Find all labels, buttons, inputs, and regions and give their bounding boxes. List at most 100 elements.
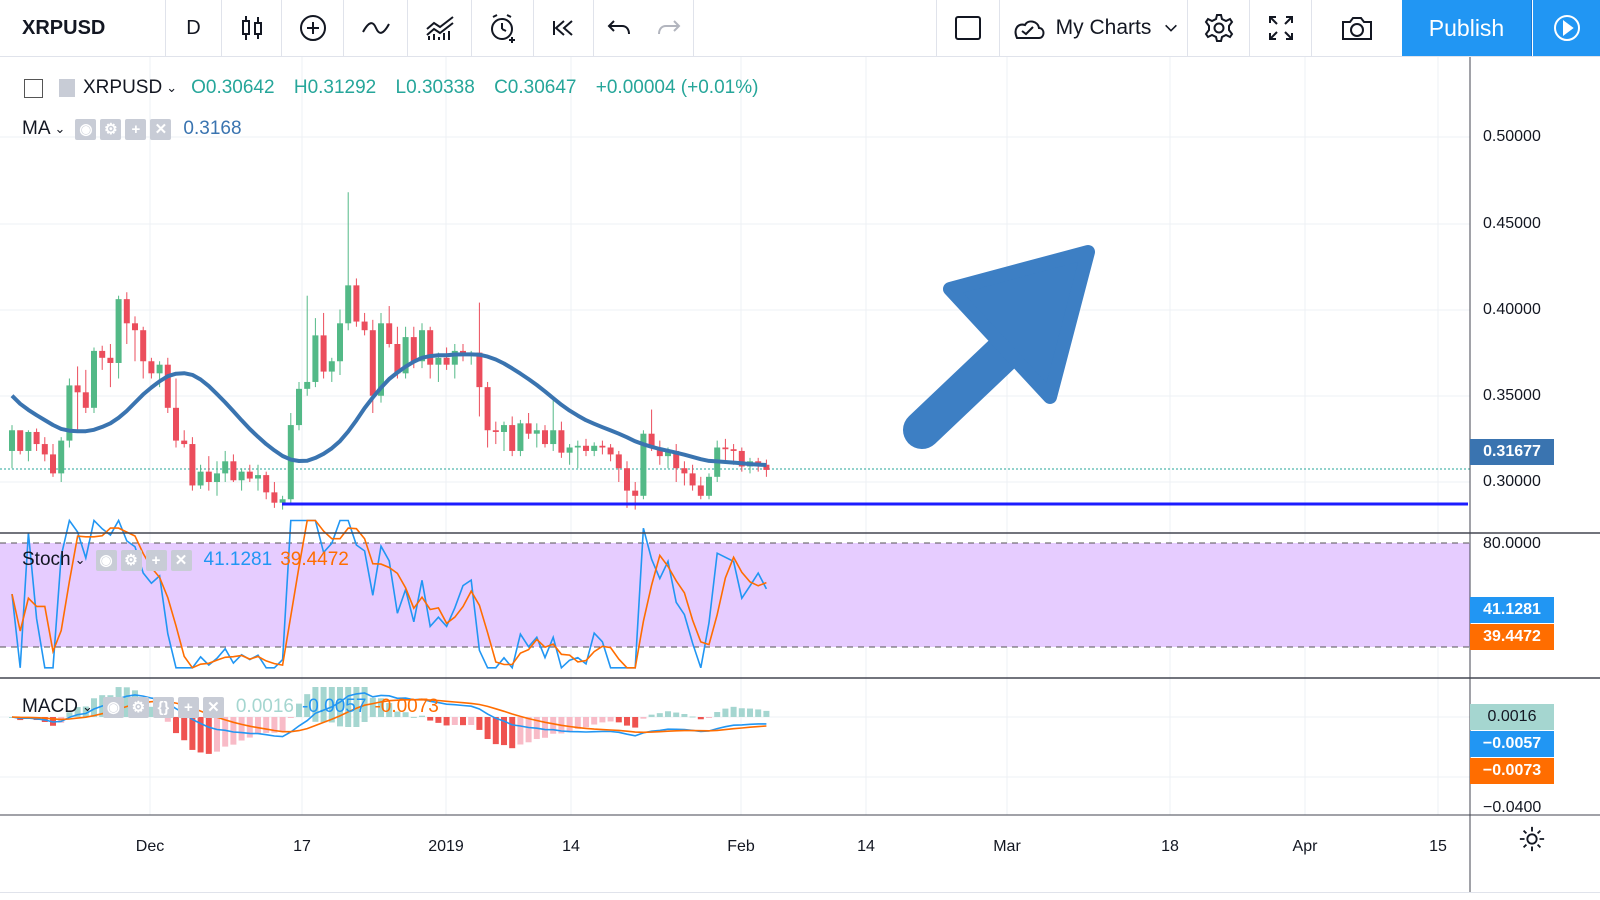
layout-button[interactable] bbox=[936, 0, 1000, 56]
publish-button[interactable]: Publish bbox=[1402, 0, 1532, 56]
macd-histogram-bar bbox=[271, 717, 278, 733]
add-indicator-icon bbox=[299, 15, 326, 41]
indicators-button[interactable] bbox=[344, 0, 408, 56]
close-icon[interactable]: ✕ bbox=[170, 549, 192, 571]
macd-histogram-bar bbox=[738, 708, 745, 717]
plus-icon[interactable]: + bbox=[125, 118, 147, 140]
alert-button[interactable] bbox=[472, 0, 534, 56]
candle-body bbox=[640, 433, 647, 496]
macd-histogram-bar bbox=[624, 717, 630, 726]
macd-label[interactable]: MACD bbox=[22, 696, 78, 717]
candle-body bbox=[312, 335, 319, 382]
stoch-label[interactable]: Stoch bbox=[22, 549, 71, 570]
settings-button[interactable] bbox=[1188, 0, 1250, 56]
visibility-icon[interactable]: ◉ bbox=[75, 118, 97, 140]
my-charts-button[interactable]: My Charts bbox=[1000, 0, 1188, 56]
axis-settings-icon[interactable] bbox=[1518, 825, 1546, 853]
time-tick: 2019 bbox=[428, 838, 464, 855]
chart-area[interactable]: XRPUSD ⌄ O0.30642 H0.31292 L0.30338 C0.30… bbox=[0, 57, 1600, 900]
replay-button[interactable] bbox=[534, 0, 594, 56]
close-icon[interactable]: ✕ bbox=[202, 696, 224, 718]
legend-symbol[interactable]: XRPUSD bbox=[83, 77, 163, 98]
bottom-toolbar bbox=[0, 892, 1600, 900]
compare-button[interactable] bbox=[282, 0, 344, 56]
alert-icon bbox=[490, 14, 515, 43]
visibility-icon[interactable]: ◉ bbox=[95, 549, 117, 571]
legend-caret-icon[interactable]: ⌄ bbox=[166, 80, 178, 95]
ma-label[interactable]: MA bbox=[22, 118, 51, 139]
macd-histogram-bar bbox=[574, 717, 581, 729]
candle-body bbox=[33, 431, 40, 445]
candle-body bbox=[140, 330, 147, 362]
candle-body bbox=[681, 468, 688, 474]
legend-close: C0.30647 bbox=[494, 77, 577, 98]
candle-body bbox=[632, 490, 639, 496]
settings-icon[interactable]: ⚙ bbox=[127, 696, 149, 718]
plus-icon[interactable]: + bbox=[145, 549, 167, 571]
candle-body bbox=[337, 323, 343, 362]
macd-histogram-bar bbox=[386, 703, 393, 717]
candle-body bbox=[91, 350, 97, 408]
redo-button[interactable] bbox=[644, 0, 694, 56]
macd-histogram-bar bbox=[722, 708, 729, 717]
visibility-icon[interactable]: ◉ bbox=[102, 696, 124, 718]
up-arrow-annotation bbox=[903, 245, 1095, 449]
chart-canvas[interactable] bbox=[0, 57, 1600, 900]
candle-body bbox=[263, 475, 270, 493]
candle-body bbox=[501, 425, 507, 432]
macd-histogram-bar bbox=[205, 717, 212, 754]
interval-button[interactable]: D bbox=[166, 0, 222, 56]
symbol-search-button[interactable]: XRPUSD bbox=[0, 0, 166, 56]
candle-body bbox=[156, 364, 163, 374]
candle-body bbox=[197, 471, 204, 486]
chevron-down-icon bbox=[1165, 24, 1178, 32]
candle-body bbox=[279, 499, 286, 503]
macd-signal-value: -0.0073 bbox=[374, 696, 439, 717]
chart-type-button[interactable] bbox=[222, 0, 282, 56]
candle-body bbox=[50, 454, 56, 474]
macd-histogram-bar bbox=[378, 698, 384, 717]
settings-icon[interactable]: ⚙ bbox=[120, 549, 142, 571]
candle-body bbox=[58, 440, 65, 474]
candle-body bbox=[583, 445, 589, 451]
time-tick: 14 bbox=[857, 838, 875, 855]
macd-histogram-bar bbox=[517, 717, 524, 745]
candle-body bbox=[476, 352, 483, 388]
ma-caret-icon[interactable]: ⌄ bbox=[54, 121, 66, 136]
undo-icon bbox=[607, 20, 630, 35]
candle-body bbox=[451, 350, 458, 365]
macd-line bbox=[11, 692, 767, 738]
source-code-icon[interactable]: {} bbox=[152, 696, 174, 718]
financials-button[interactable] bbox=[408, 0, 472, 56]
plus-icon[interactable]: + bbox=[177, 696, 199, 718]
macd-histogram-bar bbox=[353, 687, 360, 727]
macd-histogram-bar bbox=[66, 712, 73, 717]
candle-series bbox=[9, 192, 770, 510]
macd-histogram-bar bbox=[82, 706, 89, 717]
candle-body bbox=[287, 425, 294, 500]
undo-button[interactable] bbox=[594, 0, 644, 56]
settings-icon[interactable]: ⚙ bbox=[100, 118, 122, 140]
macd-histogram-bar bbox=[747, 708, 753, 717]
macd-caret-icon[interactable]: ⌄ bbox=[81, 699, 93, 714]
macd-histogram-bar bbox=[255, 717, 261, 734]
candle-body bbox=[419, 330, 425, 362]
candles-icon bbox=[241, 16, 262, 40]
fullscreen-button[interactable] bbox=[1250, 0, 1312, 56]
price-tick: 0.50000 bbox=[1483, 128, 1541, 145]
price-tick: 0.30000 bbox=[1483, 473, 1541, 490]
macd-histogram-bar bbox=[328, 687, 335, 723]
macd-histogram-bar bbox=[484, 717, 491, 740]
cloud-icon bbox=[1014, 20, 1045, 39]
symbol-flag-icon bbox=[59, 79, 75, 97]
macd-histogram-bar bbox=[542, 717, 548, 738]
collapse-legend-icon[interactable] bbox=[24, 78, 43, 98]
snapshot-button[interactable] bbox=[1312, 0, 1402, 56]
macd-histogram-bar bbox=[681, 714, 688, 717]
candle-body bbox=[517, 423, 524, 451]
candle-body bbox=[205, 471, 212, 482]
stoch-caret-icon[interactable]: ⌄ bbox=[74, 552, 86, 567]
close-icon[interactable]: ✕ bbox=[150, 118, 172, 140]
candle-body bbox=[369, 330, 376, 396]
publish-video-button[interactable] bbox=[1533, 0, 1600, 56]
